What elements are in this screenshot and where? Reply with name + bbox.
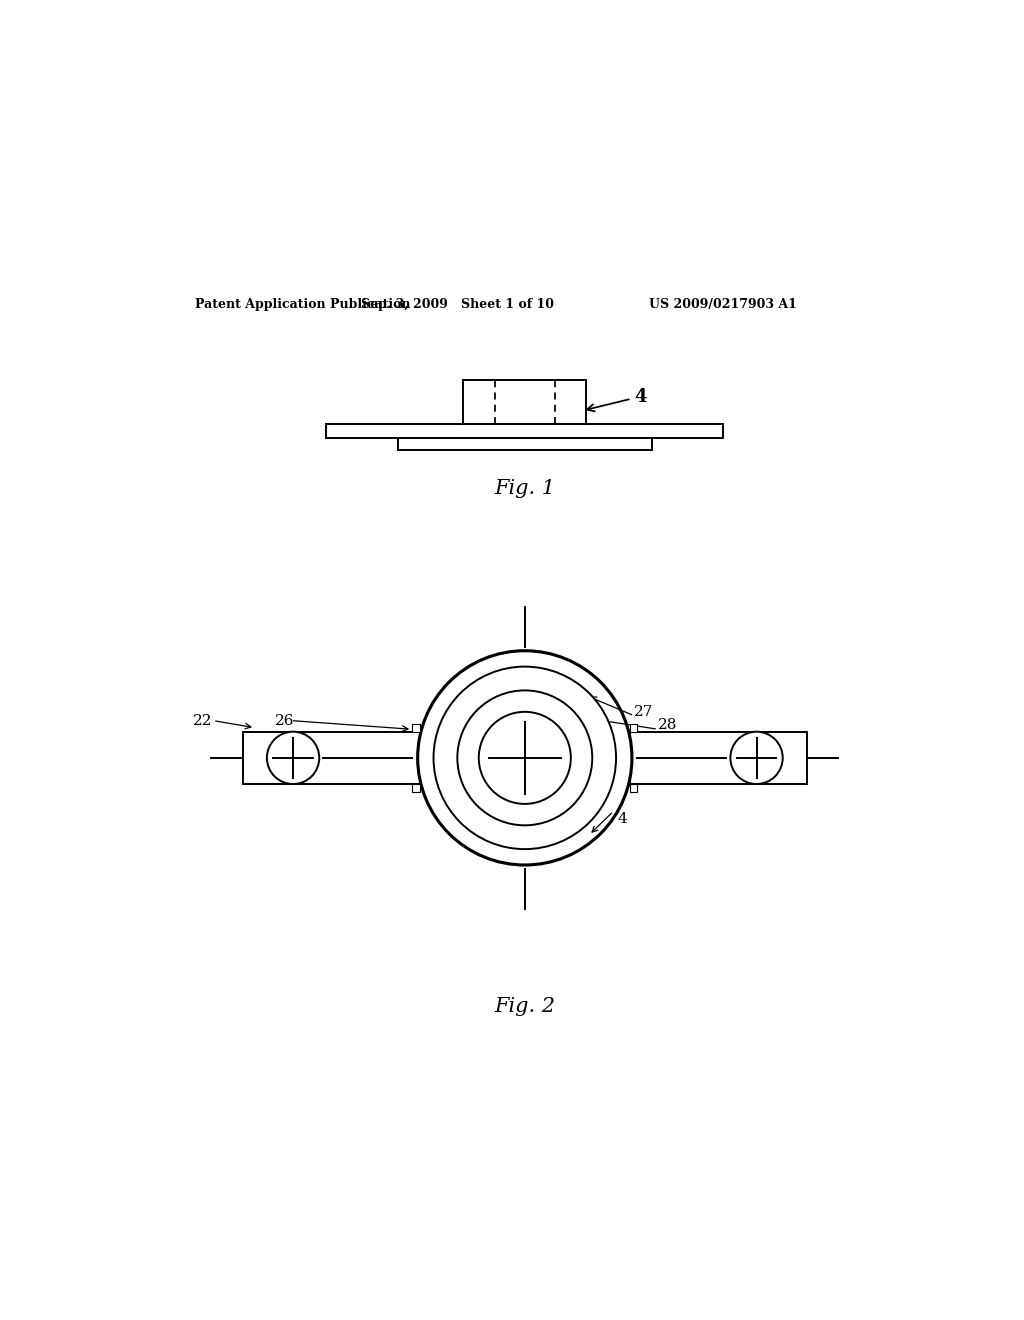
Bar	[630, 784, 638, 792]
Text: 4: 4	[617, 812, 628, 826]
Circle shape	[418, 651, 632, 865]
Circle shape	[433, 667, 616, 849]
Text: 4: 4	[587, 388, 647, 412]
Bar	[412, 784, 420, 792]
Bar	[630, 723, 638, 731]
Bar	[397, 438, 652, 450]
Text: Fig. 1: Fig. 1	[495, 479, 555, 499]
Text: 22: 22	[194, 714, 213, 727]
Text: Fig. 2: Fig. 2	[495, 997, 555, 1016]
Text: Patent Application Publication: Patent Application Publication	[196, 298, 411, 312]
Text: 28: 28	[658, 718, 678, 733]
Circle shape	[458, 690, 592, 825]
Circle shape	[479, 711, 570, 804]
Circle shape	[267, 731, 319, 784]
Text: 26: 26	[274, 714, 294, 727]
Bar	[412, 723, 420, 731]
Bar	[327, 424, 723, 438]
Text: Sep. 3, 2009   Sheet 1 of 10: Sep. 3, 2009 Sheet 1 of 10	[360, 298, 554, 312]
Text: 27: 27	[634, 705, 653, 719]
Bar	[243, 731, 420, 784]
Circle shape	[730, 731, 782, 784]
Bar	[463, 380, 587, 424]
Text: US 2009/0217903 A1: US 2009/0217903 A1	[649, 298, 797, 312]
Bar	[630, 731, 807, 784]
